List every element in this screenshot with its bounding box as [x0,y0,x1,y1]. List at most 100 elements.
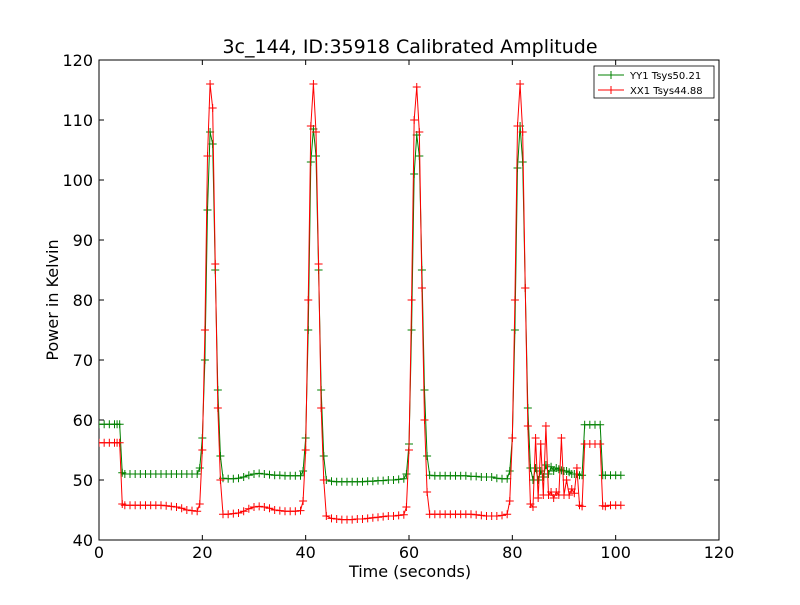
data-point [368,477,377,486]
data-point [306,122,315,130]
data-point [492,474,501,483]
data-point [270,506,279,514]
data-point [250,470,258,478]
x-tick-label: 120 [704,543,735,562]
data-point [505,497,514,505]
data-point [601,502,610,511]
data-point [275,506,284,515]
data-point [505,467,514,475]
data-point [518,128,527,136]
data-point [312,128,320,136]
data-point [415,128,424,136]
data-point [195,464,204,472]
data-point [157,501,165,510]
data-point [234,509,243,517]
axis-tick-labels: 0 20 40 60 80 100 120 40 50 60 70 80 90 100 110 120 [62,51,734,562]
data-point [309,80,318,88]
data-point [115,420,124,429]
data-point [407,296,416,304]
data-point [162,501,171,510]
data-point [536,440,545,448]
data-point [389,476,398,484]
data-point [291,507,300,516]
data-point [255,469,264,478]
data-point [206,80,215,88]
legend-label: XX1 Tsys44.88 [630,86,703,97]
data-point [503,510,512,519]
data-point [410,116,419,124]
data-point [596,440,605,448]
data-point [229,474,238,483]
legend: YY1 Tsys50.21 XX1 Tsys44.88 [593,65,715,99]
y-tick-label: 60 [73,411,93,430]
data-point [314,260,323,268]
data-point [534,494,543,502]
data-point [216,452,225,460]
legend-box [593,65,715,99]
data-point [301,446,310,454]
data-point [177,504,186,513]
data-point [203,152,212,160]
y-axis-label: Power in Kelvin [43,239,62,360]
data-point [244,471,253,480]
data-point [265,470,274,479]
data-point [211,260,220,268]
data-point [319,452,328,460]
data-point [510,326,519,334]
y-tick-label: 70 [73,351,93,370]
data-point [513,164,522,172]
data-point [239,473,248,481]
data-point [557,434,566,442]
data-point [224,510,233,519]
data-point [250,503,258,511]
series-2 [99,80,625,524]
data-point [358,515,367,523]
plot-area [98,59,720,541]
data-point [567,485,576,493]
data-point [322,512,331,520]
data-point [549,494,558,502]
legend-label: YY1 Tsys50.21 [629,71,701,82]
data-point [420,386,429,394]
data-point [172,503,181,511]
data-point [534,476,543,484]
data-point [503,474,512,483]
x-tick-label: 0 [94,543,104,562]
data-point [536,467,545,475]
data-point [213,404,222,412]
data-point [188,506,196,515]
data-point [379,476,388,485]
data-point [332,515,341,523]
data-point [461,471,470,480]
data-point [167,502,176,511]
data-point [363,514,372,523]
data-point [200,326,209,334]
data-point [492,512,501,520]
data-point [299,467,308,475]
data-point [195,500,204,508]
data-point [115,438,124,447]
data-point [547,462,556,471]
data-point [368,513,377,522]
x-tick-label: 100 [600,543,631,562]
data-point [389,512,398,520]
data-point [399,510,408,519]
data-point [513,122,522,130]
y-tick-label: 40 [73,531,93,550]
data-point [317,404,326,412]
data-point [234,474,243,483]
legend-entries: YY1 Tsys50.21 XX1 Tsys44.88 [598,71,703,97]
y-tick-label: 80 [73,291,93,310]
data-point [412,83,421,91]
data-point [229,509,238,518]
legend-entry: YY1 Tsys50.21 [598,71,701,82]
data-point [208,104,217,112]
legend-marker [607,71,615,79]
y-tick-label: 100 [62,171,93,190]
data-point [327,514,336,523]
data-point [198,446,207,454]
y-tick-label: 110 [62,111,93,130]
data-point [616,471,625,480]
data-point [541,422,550,430]
